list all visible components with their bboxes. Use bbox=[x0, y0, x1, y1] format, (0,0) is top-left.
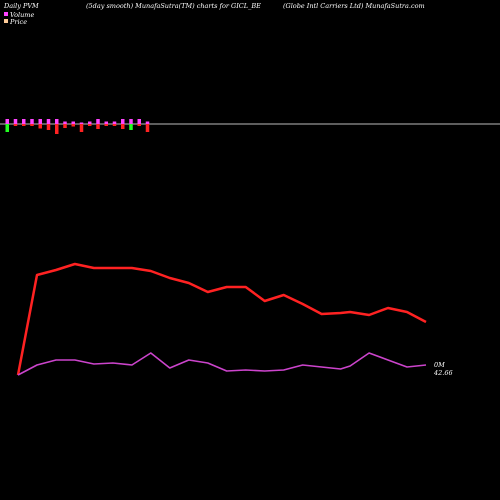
volume-bars bbox=[5, 119, 150, 134]
end-label-volume: 0M bbox=[434, 361, 445, 369]
volume-bar-up-4 bbox=[38, 119, 42, 124]
volume-bar-down-5 bbox=[46, 124, 51, 130]
volume-bar-down-8 bbox=[71, 124, 75, 127]
volume-bar-down-9 bbox=[79, 124, 84, 132]
volume-bar-down-3 bbox=[30, 124, 34, 126]
volume-bar-up-1 bbox=[13, 119, 18, 124]
series-line-1 bbox=[17, 352, 427, 376]
header-left: Daily PVM bbox=[3, 2, 39, 10]
volume-bar-up-17 bbox=[145, 121, 150, 124]
volume-bar-down-16 bbox=[137, 124, 141, 126]
volume-bar-down-7 bbox=[63, 124, 67, 128]
volume-bar-down-17 bbox=[145, 124, 150, 132]
volume-bar-down-12 bbox=[104, 124, 108, 126]
legend-price-swatch bbox=[4, 19, 8, 23]
volume-bar-down-10 bbox=[88, 124, 92, 126]
volume-bar-down-1 bbox=[13, 124, 18, 126]
volume-bar-down-15 bbox=[129, 124, 133, 130]
volume-bar-up-2 bbox=[22, 119, 26, 124]
header-center: (5day smooth) MunafaSutra(TM) charts for… bbox=[86, 2, 261, 10]
volume-bar-down-0 bbox=[5, 124, 9, 132]
volume-bar-up-16 bbox=[137, 119, 141, 124]
volume-bar-up-11 bbox=[96, 119, 100, 124]
volume-bar-down-11 bbox=[96, 124, 100, 129]
volume-bar-up-0 bbox=[5, 119, 9, 124]
volume-bar-down-6 bbox=[55, 124, 59, 134]
volume-bar-up-8 bbox=[71, 121, 75, 124]
end-label-price: 42.66 bbox=[433, 369, 453, 377]
volume-bar-up-10 bbox=[88, 121, 92, 124]
price-lines bbox=[16, 262, 427, 376]
volume-bar-up-13 bbox=[112, 121, 117, 124]
volume-bar-up-5 bbox=[46, 119, 51, 124]
legend-volume-label: Volume bbox=[10, 11, 34, 19]
volume-bar-down-4 bbox=[38, 124, 42, 129]
volume-bar-up-9 bbox=[79, 122, 84, 124]
volume-bar-down-13 bbox=[112, 124, 117, 126]
legend-price-label: Price bbox=[9, 18, 27, 26]
volume-bar-down-2 bbox=[22, 124, 26, 126]
legend-volume-swatch bbox=[4, 12, 8, 16]
series-line-0 bbox=[16, 262, 427, 376]
volume-bar-up-12 bbox=[104, 121, 108, 124]
header-right: (Globe Intl Carriers Ltd) MunafaSutra.co… bbox=[283, 2, 425, 10]
volume-bar-up-15 bbox=[129, 119, 133, 124]
volume-bar-up-7 bbox=[63, 121, 67, 124]
volume-bar-up-6 bbox=[55, 119, 59, 124]
volume-bar-up-3 bbox=[30, 119, 34, 124]
volume-bar-up-14 bbox=[121, 119, 125, 124]
volume-bar-down-14 bbox=[121, 124, 125, 129]
